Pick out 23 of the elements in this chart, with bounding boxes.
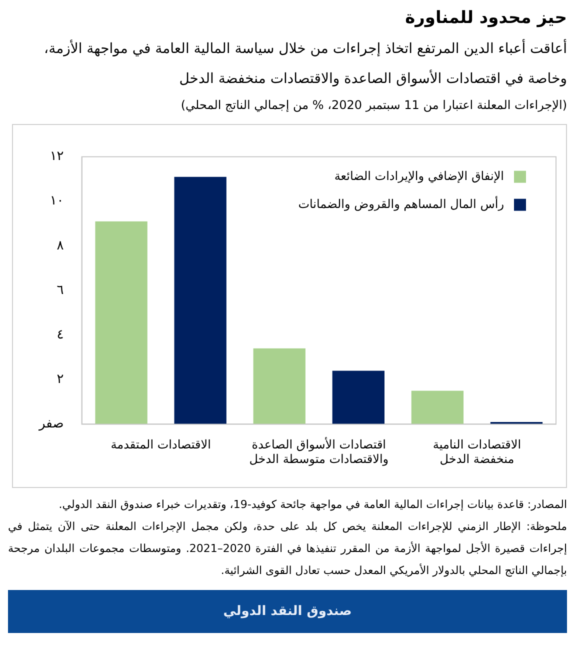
bar — [253, 348, 306, 424]
text: ملحوظة: الإطار الزمني للإجراءات المعلنة يخص كل بلد على حدة، ولكن مجمل الإجراءات المعلنة حتى الآن يتمثل في إجراءات قصيرة الأجل لمواجهة الأزمة من المقرر تنفيذها في الفترة 2020–2021. ومتوسطات مجموعات البلدان مرجحة بإجمالي الناتج المحلي بالدولار الأمريكي المعدل حسب تعادل القوى الشرائية. — [8, 519, 567, 579]
y-tick-label: ١٠ — [50, 194, 64, 209]
bar — [174, 176, 226, 424]
y-tick-label: ٦ — [56, 282, 64, 298]
y-tick-label: ٤ — [56, 327, 64, 342]
y-tick-label: ٢ — [56, 372, 64, 388]
x-tick-label: اقتصادات الأسواق الصاعدة والاقتصادات متوسطة الدخل — [249, 436, 389, 466]
y-tick-label: صفر — [38, 416, 64, 432]
chart-subtitle: أعاقت أعباء الدين المرتفع اتخاذ إجراءات من خلال سياسة المالية العامة في مواجهة الأزمة، وخاصة في اقتصادات الأسواق الصاعدة والاقتصادات منخفضة الدخل — [43, 38, 567, 89]
text: المصادر: قاعدة بيانات إجراءات المالية العامة في مواجهة جائحة كوفيد-19، وتقديرات خبراء صندوق النقد الدولي. — [58, 497, 567, 513]
chart-title: حيز محدود للمناورة — [404, 8, 567, 28]
bar — [95, 221, 148, 424]
y-tick-label: ٨ — [56, 238, 64, 254]
text: (الإجراءات المعلنة اعتبارا من 11 سبتمبر 2020، % من إجمالي الناتج المحلي) — [180, 98, 567, 112]
bar — [332, 370, 384, 424]
text: صندوق النقد الدولي — [8, 590, 567, 633]
y-tick-label: ١٢ — [50, 149, 64, 164]
x-tick-label: الاقتصادات المتقدمة — [110, 438, 211, 452]
x-tick-label: الاقتصادات النامية منخفضة الدخل — [432, 438, 522, 466]
legend-label: الإنفاق الإضافي والإيرادات الضائعة — [334, 168, 504, 183]
bar — [411, 390, 464, 424]
legend-label: رأس المال المساهم والقروض والضمانات — [298, 196, 504, 211]
